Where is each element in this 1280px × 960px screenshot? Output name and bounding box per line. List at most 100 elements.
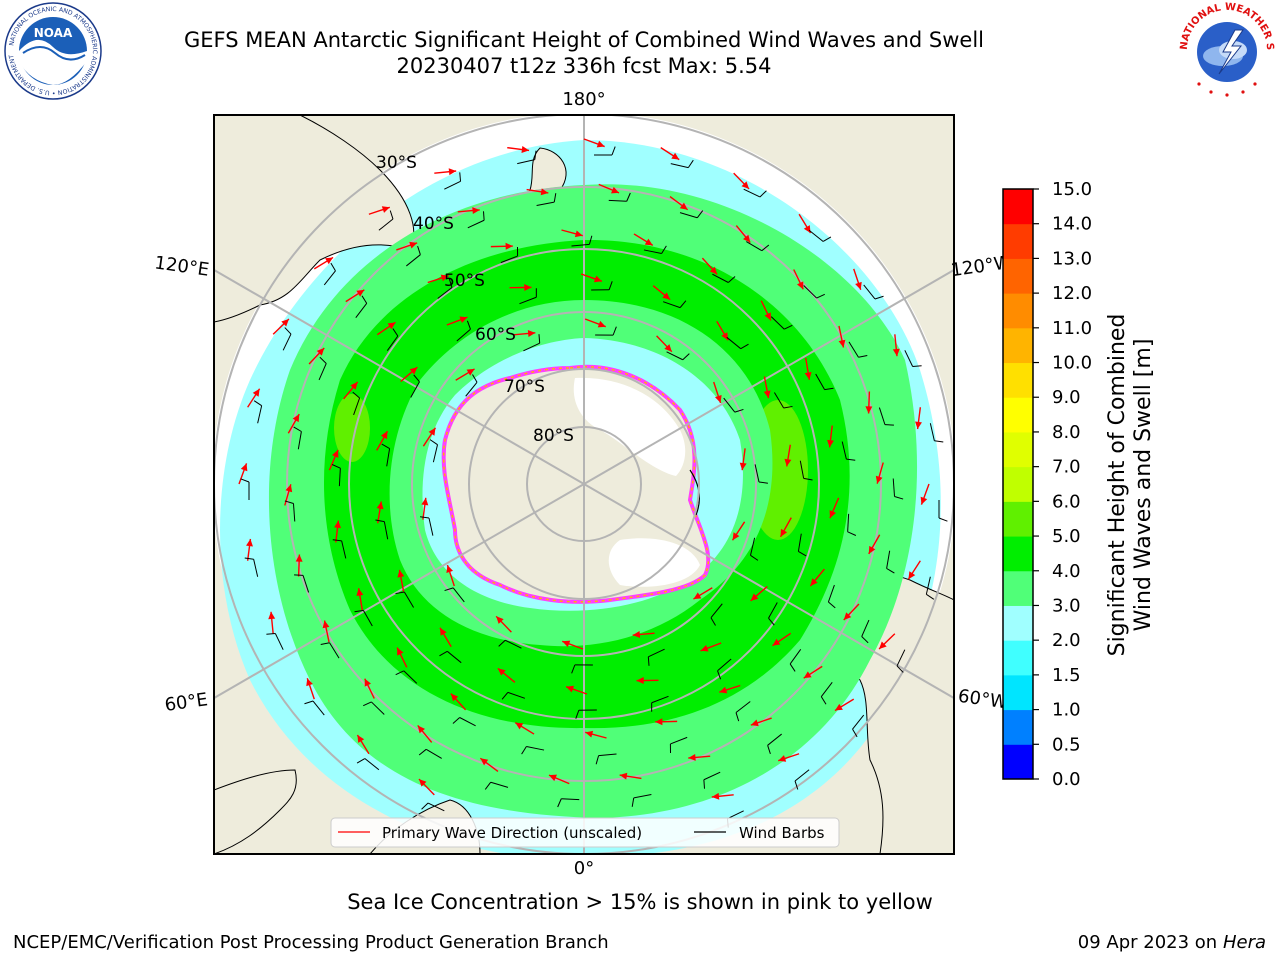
wind-barb <box>292 503 296 522</box>
wind-barb-flag <box>803 477 813 481</box>
wind-barb-flag <box>595 755 600 765</box>
wind-barb <box>403 670 418 684</box>
wave-arrow-head <box>714 394 722 403</box>
colorbar-segment <box>1003 189 1033 225</box>
wind-barb <box>456 328 471 342</box>
wind-barb-flag <box>420 516 430 519</box>
lat-label-60: 60°S <box>475 325 516 345</box>
wave-arrow-head <box>334 520 341 529</box>
wave-arrow-head <box>332 449 339 458</box>
wind-barb-flag <box>750 554 759 561</box>
noaa-wordmark: NOAA <box>34 26 73 40</box>
wave-arrow-head <box>750 593 759 601</box>
wind-barb-flag <box>304 700 314 705</box>
wave-arrow-head <box>664 344 672 352</box>
colorbar-tick-label: 12.0 <box>1052 283 1092 304</box>
wind-barb <box>329 642 340 659</box>
wave-arrow-head <box>306 678 313 687</box>
wind-barb <box>651 695 669 704</box>
wind-barb <box>861 619 870 637</box>
wind-barb-flag <box>926 593 935 600</box>
colorbar-segment <box>1003 327 1033 364</box>
wave-arrow-head <box>295 554 303 562</box>
wave-arrow-head <box>364 678 372 687</box>
wind-barb-flag <box>332 539 342 542</box>
colorbar-tick-label: 4.0 <box>1052 561 1081 582</box>
footer-date-text: 09 Apr 2023 on <box>1077 932 1223 953</box>
wave-arrow-head <box>804 372 812 380</box>
wave-arrow-head <box>548 774 557 782</box>
footer-producer: NCEP/EMC/Verification Post Processing Pr… <box>13 932 609 953</box>
wave-arrow-head <box>428 427 436 436</box>
wave-arrow-head <box>780 528 788 537</box>
wind-barbs <box>240 146 948 828</box>
wave-arrow-head <box>593 275 602 283</box>
wind-barb-flag <box>824 387 834 391</box>
wind-barb <box>598 753 617 757</box>
wind-barb-flag <box>575 710 580 719</box>
wind-barb-flag <box>363 701 372 707</box>
wave-arrow-head <box>562 640 571 648</box>
wave-arrow-head <box>892 348 900 357</box>
lat-label-80: 80°S <box>533 426 574 446</box>
wave-arrow-head <box>732 532 740 541</box>
colorbar-segment <box>1003 431 1033 468</box>
wind-barb-flag <box>710 617 716 626</box>
lat-label-50: 50°S <box>444 271 485 291</box>
wind-barb-flag <box>395 591 405 595</box>
wind-barb-flag <box>293 426 302 432</box>
wind-barb-flag <box>874 295 884 300</box>
wind-barb-flag <box>331 464 341 469</box>
map-area: 30°S 40°S 50°S 60°S 70°S 80°S Primary Wa… <box>214 115 954 854</box>
wave-arrow-head <box>632 631 641 638</box>
wind-barb <box>827 584 835 603</box>
wind-barb <box>670 736 688 745</box>
wind-barb-flag <box>356 758 366 764</box>
wave-arrow-head <box>574 230 583 238</box>
wind-barb <box>670 163 689 169</box>
wind-barb <box>338 468 341 487</box>
wind-barb <box>717 658 732 672</box>
wave-arrow-head <box>480 758 489 766</box>
wind-barb <box>459 717 476 727</box>
wind-barb <box>892 478 896 497</box>
wind-barb-flag <box>661 245 667 254</box>
wave-arrow-head <box>472 207 480 215</box>
wave-arrow-head <box>356 289 365 297</box>
wind-barb <box>848 341 859 358</box>
wind-barb-flag <box>679 300 687 308</box>
wind-barb-flag <box>392 328 399 337</box>
wave-arrow-head <box>421 497 429 506</box>
wind-barb <box>452 587 465 603</box>
wind-barb-flag <box>381 443 390 450</box>
footer-machine: Hera <box>1222 932 1266 953</box>
wave-arrow-head <box>281 318 289 327</box>
wind-barb-flag <box>846 458 856 461</box>
wind-barb-flag <box>534 150 537 160</box>
colorbar-tick-label: 11.0 <box>1052 318 1092 339</box>
wind-barb-flag <box>319 356 327 364</box>
wind-barb <box>446 650 462 664</box>
wind-barb <box>406 254 421 267</box>
wave-arrow-head <box>838 339 846 348</box>
wave-arrow-head <box>450 693 459 702</box>
wind-barb-flag <box>858 355 868 358</box>
wind-barb <box>467 219 485 229</box>
wave-arrow-head <box>829 510 836 519</box>
wave-arrow-head <box>409 241 418 249</box>
wind-barb <box>427 802 445 812</box>
colorbar-segment <box>1003 223 1033 259</box>
wave-arrow-head <box>418 779 427 787</box>
wave-arrow-head <box>356 588 364 596</box>
wave-arrow-head <box>671 152 680 160</box>
wind-barb <box>679 212 698 219</box>
wind-barb-flag <box>521 746 527 755</box>
wind-barb-flag <box>734 408 744 413</box>
lat-label-30: 30°S <box>376 153 417 173</box>
lon-label-180: 180° <box>562 89 605 110</box>
wave-arrow-head <box>796 281 804 290</box>
wind-barb-flag <box>912 365 922 368</box>
wave-arrow-head <box>915 421 922 430</box>
wind-barb-flag <box>538 334 541 344</box>
colorbar-segment <box>1003 744 1033 780</box>
